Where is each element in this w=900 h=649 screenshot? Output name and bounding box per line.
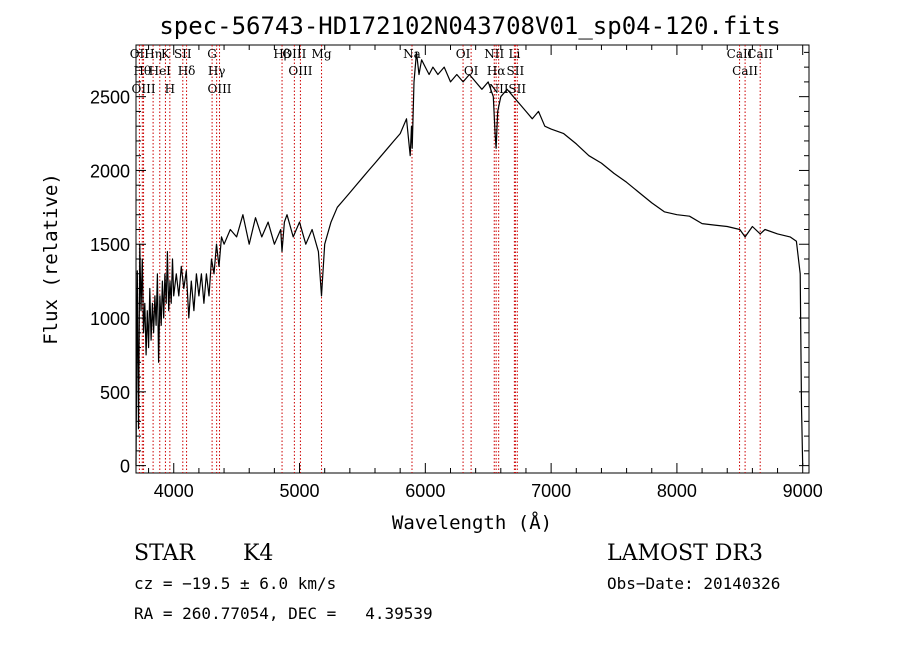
spectrum-line xyxy=(135,51,804,466)
line-marker-label: OII xyxy=(130,47,150,61)
coords-text: RA = 260.77054, DEC = 4.39539 xyxy=(134,604,433,623)
y-tick-label: 2500 xyxy=(90,88,130,108)
line-marker-label: CaII xyxy=(747,47,773,61)
line-marker-label: OI xyxy=(456,47,471,61)
line-marker-label: CaII xyxy=(727,47,753,61)
x-tick-label: 4000 xyxy=(154,481,194,501)
survey-name: LAMOST DR3 xyxy=(607,541,763,566)
line-marker-label: HeI xyxy=(149,64,172,78)
x-axis-label: Wavelength (Å) xyxy=(392,511,552,534)
line-marker-label: OI xyxy=(464,64,479,78)
line-marker-label: SII xyxy=(174,47,192,61)
line-marker-labels: OIIHθOIIIHηHeIKHSIIHδGHγOIIIHβOIIIOIIIMg… xyxy=(130,47,774,96)
redshift-text: cz = −19.5 ± 6.0 km/s xyxy=(134,574,336,593)
line-marker-label: Li xyxy=(508,47,520,61)
x-tick-label: 6000 xyxy=(405,481,445,501)
line-marker-label: Hα xyxy=(487,64,506,78)
y-axis-label: Flux (relative) xyxy=(40,173,62,345)
y-tick-label: 500 xyxy=(100,383,130,403)
line-marker-label: Na xyxy=(403,47,421,61)
line-marker-label: SII xyxy=(507,64,525,78)
y-tick-label: 1500 xyxy=(90,235,130,255)
line-marker-label: OIII xyxy=(288,64,312,78)
y-tick-label: 0 xyxy=(120,457,130,477)
x-axis-ticks: 4000 5000 6000 7000 8000 9000 xyxy=(148,45,823,501)
line-marker-label: OIII xyxy=(132,82,156,96)
y-tick-label: 2000 xyxy=(90,161,130,181)
x-tick-label: 9000 xyxy=(783,481,823,501)
line-markers xyxy=(138,45,761,473)
line-marker-label: OIII xyxy=(207,82,231,96)
line-marker-label: H xyxy=(165,82,175,96)
line-marker-label: Hδ xyxy=(178,64,196,78)
series-group xyxy=(135,51,804,466)
line-marker-label: OIII xyxy=(282,47,306,61)
x-tick-label: 7000 xyxy=(531,481,571,501)
line-marker-label: CaII xyxy=(732,64,758,78)
line-marker-label: G xyxy=(207,47,217,61)
obs-date-text: Obs−Date: 20140326 xyxy=(607,574,780,593)
object-subclass: K4 xyxy=(243,541,273,566)
line-marker-label: SII xyxy=(508,82,526,96)
x-tick-label: 8000 xyxy=(657,481,697,501)
line-marker-label: NII xyxy=(484,47,504,61)
object-class: STAR xyxy=(134,541,196,566)
y-axis-ticks: 0 500 1000 1500 2000 2500 xyxy=(90,51,809,477)
line-marker-label: Hγ xyxy=(208,64,226,78)
line-marker-label: Mg xyxy=(312,47,332,61)
x-tick-label: 5000 xyxy=(280,481,320,501)
y-tick-label: 1000 xyxy=(90,309,130,329)
line-marker-label: Hη xyxy=(144,47,162,61)
line-marker-label: Hβ xyxy=(273,47,290,61)
line-marker-label: K xyxy=(161,47,171,61)
chart-title: spec-56743-HD172102N043708V01_sp04-120.f… xyxy=(159,12,780,40)
